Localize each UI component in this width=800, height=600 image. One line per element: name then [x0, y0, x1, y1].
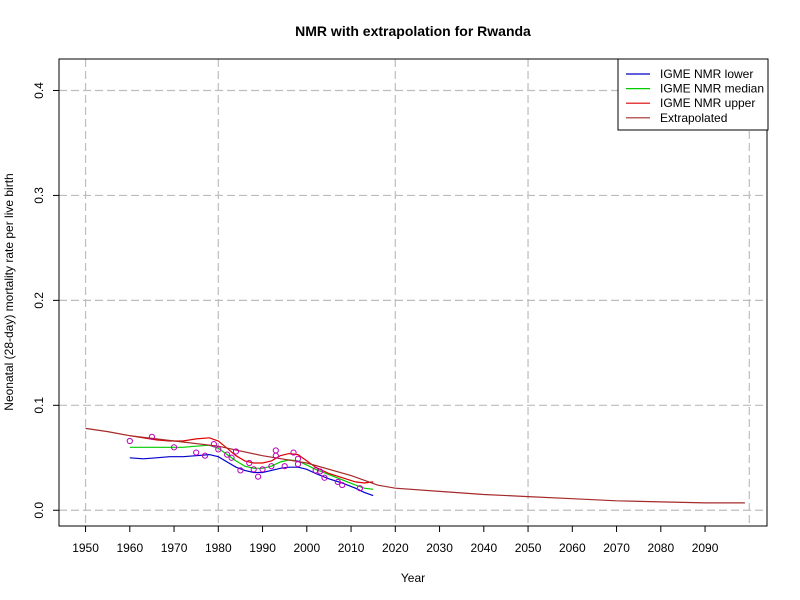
data-point: [201, 452, 209, 459]
y-axis-label: Neonatal (28-day) mortality rate per liv…: [2, 173, 16, 410]
y-tick-label: 0.3: [32, 187, 46, 204]
data-point: [259, 466, 266, 473]
data-point: [290, 449, 297, 456]
legend-label: IGME NMR lower: [660, 67, 753, 81]
x-tick-label: 2010: [338, 541, 365, 555]
data-point: [272, 447, 279, 454]
data-point: [321, 474, 328, 481]
data-point: [255, 473, 262, 480]
legend-label: IGME NMR upper: [660, 96, 755, 110]
data-point: [193, 449, 200, 456]
series-line-igme-nmr-lower: [129, 453, 374, 497]
data-point: [294, 460, 302, 468]
x-tick-label: 2070: [603, 541, 630, 555]
y-tick-label: 0.1: [32, 397, 46, 414]
data-point: [316, 468, 324, 475]
data-point: [237, 467, 244, 474]
series-line-extrapolated: [85, 427, 745, 504]
series-layer: [85, 427, 745, 504]
y-tick-label: 0.4: [32, 82, 46, 99]
x-axis: 1950 1960 1970 1980 1990 2000 2010 2020 2030 2040…: [72, 525, 719, 555]
x-tick-label: 2050: [515, 541, 542, 555]
x-tick-label: 2000: [293, 541, 320, 555]
data-point: [210, 441, 217, 448]
data-point: [339, 481, 346, 489]
series-line-igme-nmr-median: [129, 444, 374, 490]
data-point: [148, 433, 156, 440]
x-tick-label: 1990: [249, 541, 276, 555]
legend-label: Extrapolated: [660, 111, 727, 125]
observed-points: [126, 433, 363, 492]
x-tick-label: 1980: [205, 541, 232, 555]
data-point: [281, 463, 288, 470]
data-point: [268, 463, 275, 470]
x-tick-label: 2060: [559, 541, 586, 555]
data-point: [170, 444, 178, 451]
data-point: [224, 451, 231, 458]
legend-label: IGME NMR median: [660, 82, 764, 96]
data-point: [126, 437, 133, 445]
x-tick-label: 1970: [161, 541, 188, 555]
series-line-igme-nmr-upper: [129, 435, 374, 484]
y-tick-label: 0.2: [32, 292, 46, 309]
data-point: [215, 446, 222, 453]
x-tick-label: 2020: [382, 541, 409, 555]
y-axis: 0.0 0.1 0.2 0.3 0.4: [32, 82, 60, 519]
data-point: [334, 478, 341, 486]
grid-lines: [59, 59, 767, 526]
x-tick-label: 1950: [72, 541, 99, 555]
data-point: [356, 485, 363, 492]
data-point: [246, 459, 253, 467]
chart-title: NMR with extrapolation for Rwanda: [295, 23, 531, 39]
data-point: [228, 454, 235, 461]
y-tick-label: 0.0: [32, 502, 46, 519]
x-tick-label: 2080: [647, 541, 674, 555]
data-point: [312, 467, 319, 474]
data-point: [250, 466, 257, 473]
x-tick-label: 1960: [116, 541, 143, 555]
x-tick-label: 2040: [470, 541, 497, 555]
x-tick-label: 2030: [426, 541, 453, 555]
data-point: [232, 448, 240, 455]
x-axis-label: Year: [401, 571, 425, 585]
x-tick-label: 2090: [692, 541, 719, 555]
